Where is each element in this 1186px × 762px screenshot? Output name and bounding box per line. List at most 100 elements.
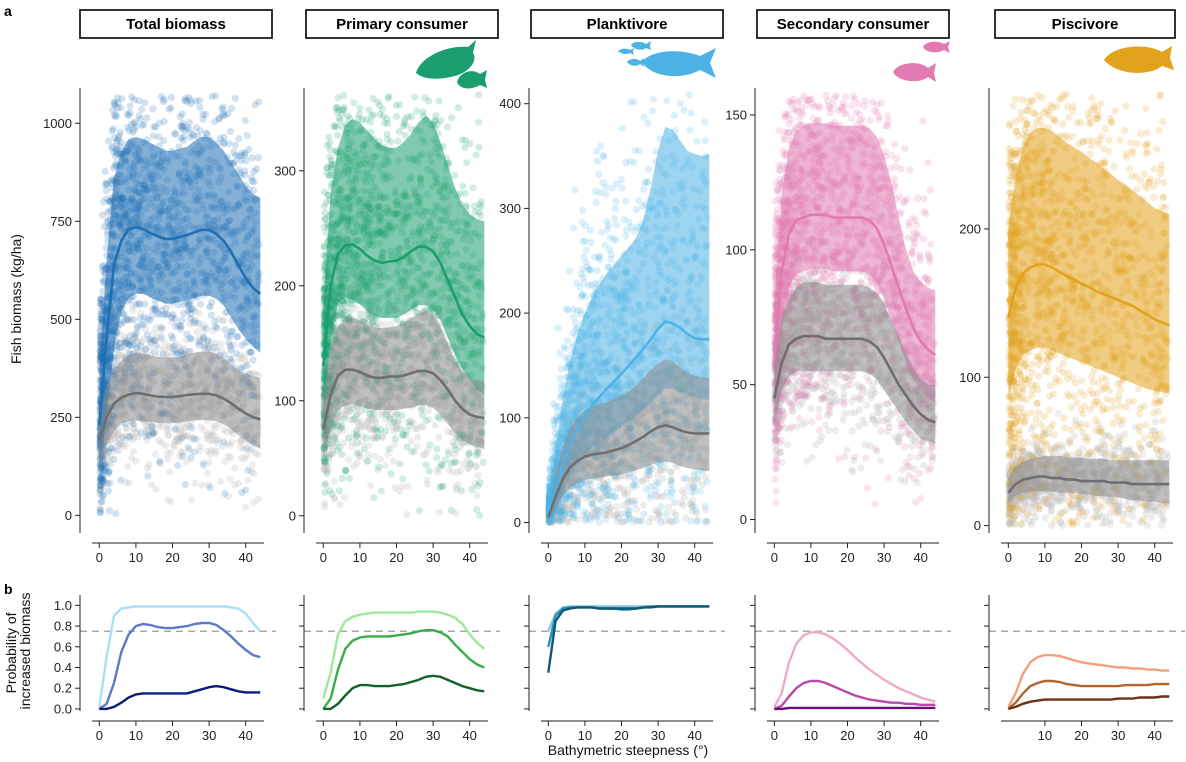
- data-point: [237, 454, 246, 462]
- data-point: [386, 415, 394, 423]
- data-point: [341, 414, 349, 423]
- data-point: [172, 340, 180, 348]
- data-point: [475, 91, 483, 99]
- data-point: [472, 463, 480, 471]
- data-point: [207, 338, 215, 346]
- data-point: [230, 341, 238, 349]
- data-point: [423, 480, 431, 488]
- data-point: [128, 93, 136, 101]
- data-point: [213, 347, 221, 355]
- panel-a-1-y-tick-label: 750: [50, 214, 72, 229]
- data-point: [153, 334, 161, 342]
- data-point: [214, 315, 222, 323]
- data-point: [118, 343, 126, 351]
- panel-a-1-y-tick-label: 250: [50, 410, 72, 425]
- data-point: [169, 334, 177, 342]
- data-point: [334, 131, 342, 139]
- data-point: [252, 165, 260, 173]
- data-point: [150, 337, 158, 345]
- data-point: [210, 422, 218, 430]
- data-point: [149, 132, 157, 140]
- data-point: [232, 151, 240, 160]
- data-point: [341, 493, 349, 501]
- data-point: [127, 338, 135, 346]
- data-point: [240, 352, 248, 360]
- data-point: [129, 330, 137, 338]
- data-point: [447, 506, 455, 515]
- data-point: [144, 464, 152, 472]
- data-point: [321, 215, 329, 223]
- data-point: [190, 448, 198, 456]
- data-point: [145, 343, 154, 351]
- data-point: [196, 103, 204, 111]
- data-point: [150, 336, 158, 344]
- data-point: [470, 202, 479, 210]
- data-point: [246, 446, 254, 454]
- data-point: [157, 326, 165, 334]
- panel-header-box: [79, 9, 273, 39]
- data-point: [100, 462, 108, 471]
- data-point: [370, 410, 378, 419]
- data-point: [148, 423, 156, 431]
- panel-label-b: b: [4, 581, 13, 597]
- data-point: [150, 329, 158, 337]
- data-point: [141, 325, 150, 333]
- data-point: [164, 496, 172, 504]
- data-point: [439, 482, 447, 491]
- data-point: [99, 211, 107, 219]
- data-point: [177, 448, 185, 456]
- data-point: [167, 498, 175, 506]
- data-point: [186, 334, 194, 342]
- data-point: [212, 447, 220, 455]
- data-point: [164, 455, 172, 463]
- data-point: [325, 172, 333, 180]
- data-point: [125, 479, 133, 487]
- data-point: [188, 424, 196, 432]
- data-point: [212, 339, 220, 347]
- data-point: [419, 108, 427, 116]
- data-point: [159, 325, 167, 333]
- data-point: [394, 137, 402, 145]
- data-point: [383, 130, 391, 138]
- data-point: [208, 436, 217, 444]
- data-point: [110, 455, 118, 463]
- data-point: [242, 358, 250, 366]
- data-point: [171, 346, 179, 355]
- data-point: [187, 496, 195, 504]
- data-point: [185, 347, 194, 355]
- data-point: [231, 141, 239, 149]
- data-point: [208, 298, 216, 306]
- data-point: [120, 336, 128, 344]
- data-point: [133, 344, 141, 352]
- data-point: [96, 478, 104, 486]
- data-point: [435, 508, 444, 516]
- data-point: [363, 434, 371, 442]
- data-point: [149, 422, 157, 430]
- data-point: [406, 417, 414, 426]
- data-point: [96, 473, 104, 481]
- data-point: [129, 420, 137, 428]
- data-point: [238, 489, 246, 497]
- data-point: [150, 429, 158, 437]
- data-point: [97, 465, 106, 473]
- data-point: [177, 430, 185, 438]
- data-point: [131, 425, 139, 433]
- data-point: [252, 371, 260, 379]
- data-point: [167, 93, 175, 101]
- data-point: [330, 477, 338, 485]
- data-point: [367, 482, 375, 490]
- data-point: [241, 362, 249, 370]
- data-point: [172, 425, 180, 433]
- data-point: [125, 111, 133, 120]
- data-point: [189, 434, 197, 442]
- data-point: [454, 104, 462, 112]
- data-point: [206, 450, 214, 458]
- data-point: [433, 445, 441, 453]
- data-point: [371, 452, 379, 460]
- data-point: [254, 495, 262, 503]
- data-point: [196, 97, 204, 105]
- data-point: [99, 457, 107, 465]
- data-point: [127, 121, 135, 129]
- data-point: [186, 422, 194, 430]
- data-point: [339, 106, 347, 114]
